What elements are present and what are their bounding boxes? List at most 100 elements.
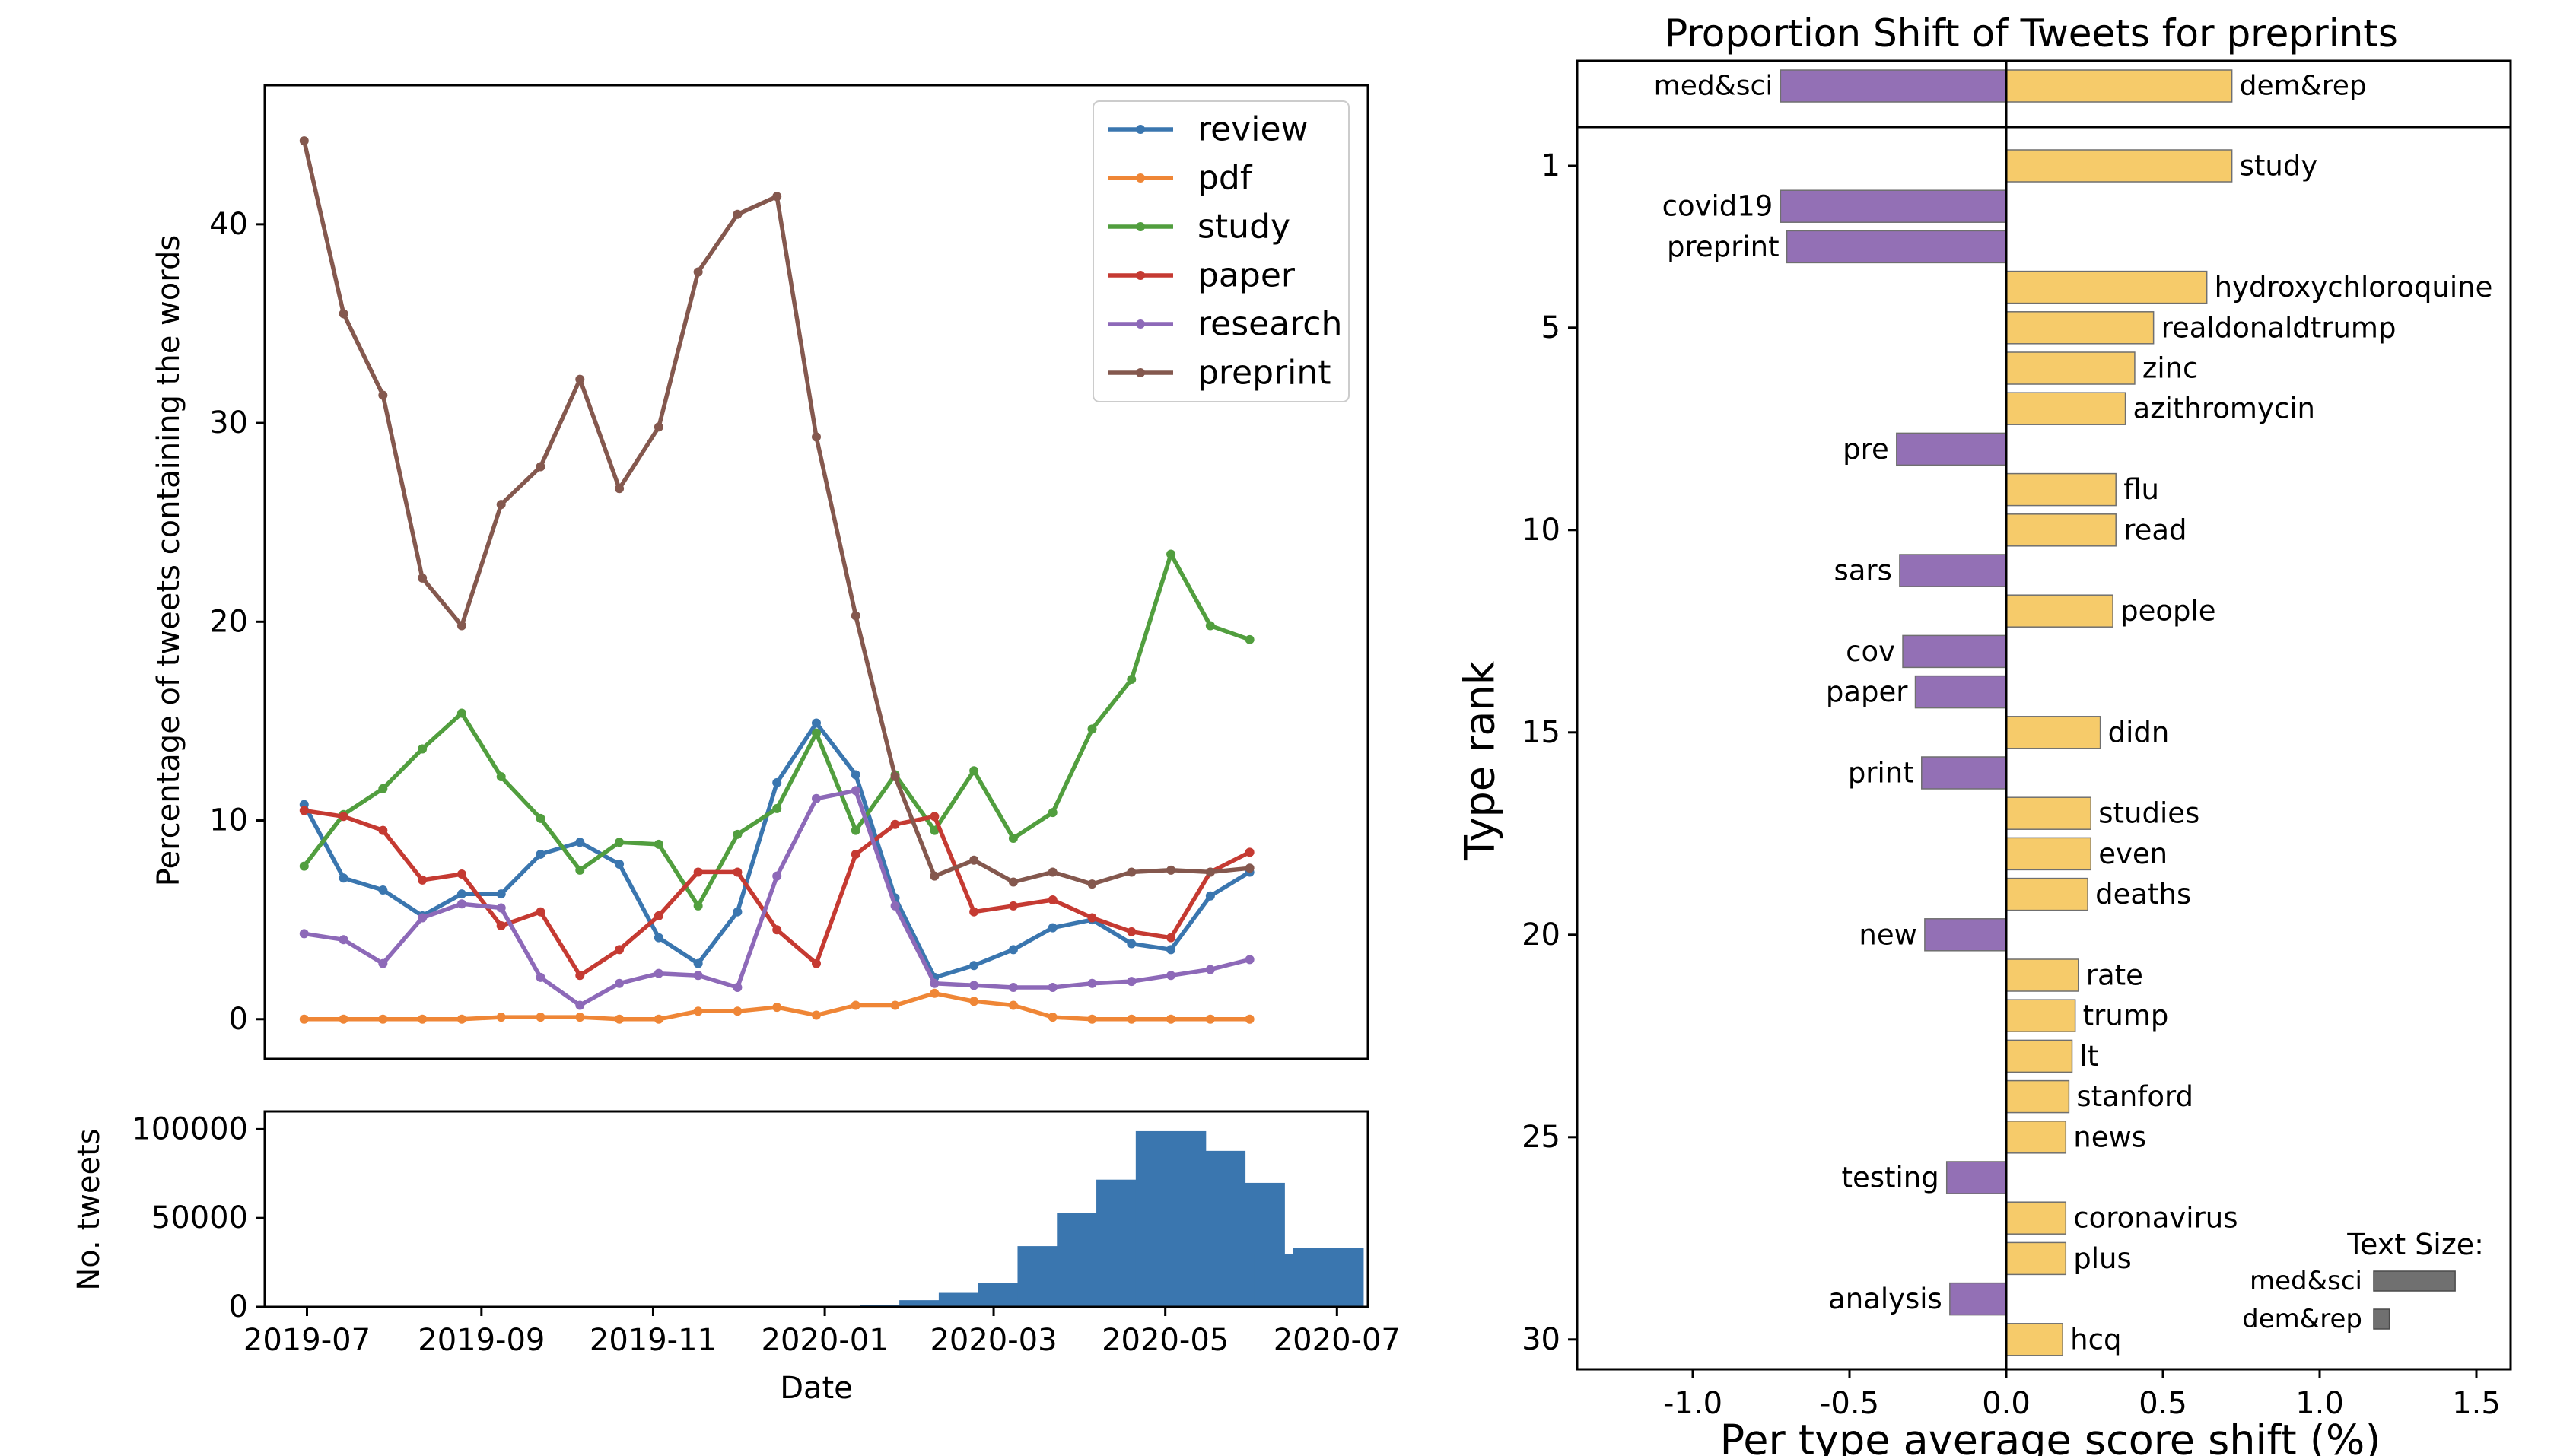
data-point-preprint	[456, 621, 466, 631]
data-point-pdf	[1048, 1013, 1058, 1022]
data-point-review	[456, 889, 466, 899]
bar-label-study: study	[2240, 150, 2318, 183]
data-point-study	[693, 901, 703, 911]
data-point-paper	[772, 925, 782, 935]
shift-bar-print	[1921, 756, 2007, 790]
data-point-review	[1127, 939, 1137, 949]
line-plot-frame	[263, 84, 1369, 1060]
data-point-preprint	[496, 500, 506, 510]
text-size-label-med&sci: med&sci	[2250, 1266, 2362, 1296]
shift-bar-zinc	[2005, 351, 2136, 385]
y-tick-label: 10	[209, 803, 248, 838]
bar-label-lt: lt	[2080, 1040, 2099, 1073]
data-point-study	[1127, 675, 1137, 685]
data-point-pdf	[693, 1006, 703, 1016]
bar-label-preprint: preprint	[1667, 230, 1780, 263]
y-tick-label: 100000	[132, 1111, 248, 1146]
data-point-paper	[378, 825, 388, 835]
data-point-preprint	[930, 871, 940, 881]
bar-label-covid19: covid19	[1662, 190, 1773, 223]
shift-bar-analysis	[1949, 1282, 2007, 1316]
data-point-research	[1205, 965, 1215, 974]
x-tick-label: 2020-05	[1102, 1323, 1229, 1358]
data-point-paper	[456, 869, 466, 879]
text-size-bar-med&sci	[2373, 1270, 2456, 1292]
data-point-study	[299, 861, 309, 871]
data-point-review	[851, 770, 860, 780]
x-axis-label: Date	[780, 1371, 853, 1406]
data-point-research	[615, 978, 625, 988]
text-size-label-dem&rep: dem&rep	[2242, 1304, 2362, 1334]
data-point-study	[575, 865, 585, 875]
data-point-pdf	[812, 1010, 821, 1020]
data-point-pdf	[851, 1000, 860, 1010]
data-point-pdf	[575, 1013, 585, 1022]
bar-label-pre: pre	[1843, 433, 1889, 466]
y-tick-label: 0	[229, 1289, 248, 1324]
data-point-research	[890, 901, 900, 911]
shift-bar-people	[2005, 594, 2113, 628]
bar-label-stanford: stanford	[2076, 1080, 2193, 1113]
data-point-research	[575, 1000, 585, 1010]
legend-label-paper: paper	[1197, 256, 1296, 295]
data-point-paper	[1245, 847, 1255, 857]
data-point-review	[536, 849, 545, 859]
legend-label-research: research	[1197, 305, 1342, 344]
data-point-pdf	[890, 1000, 900, 1010]
data-point-paper	[733, 867, 743, 877]
data-point-study	[1245, 634, 1255, 644]
data-point-pdf	[615, 1014, 625, 1024]
data-point-research	[1048, 982, 1058, 992]
shift-bar-studies	[2005, 796, 2091, 830]
tweet-count-bar	[1293, 1248, 1364, 1307]
legend-label-review: review	[1197, 110, 1309, 149]
tweet-count-bar	[899, 1300, 970, 1307]
shift-bar-news	[2005, 1121, 2067, 1154]
data-point-preprint	[812, 432, 821, 442]
data-point-paper	[339, 812, 348, 822]
series-line-research	[304, 788, 1251, 1008]
data-point-study	[1048, 808, 1058, 818]
bar-label-news: news	[2073, 1121, 2146, 1153]
x-tick-label: 2019-07	[243, 1323, 371, 1358]
shift-bar-didn	[2005, 716, 2101, 749]
x-tick-label: 2019-09	[418, 1323, 545, 1358]
rank-tick-label: 10	[1522, 513, 1560, 548]
data-point-pdf	[1127, 1014, 1137, 1024]
data-point-review	[615, 860, 625, 869]
bar-label-new: new	[1859, 918, 1916, 951]
series-line-paper	[304, 808, 1251, 978]
data-point-study	[1008, 834, 1018, 844]
data-point-review	[1166, 945, 1176, 955]
legend-marker-preprint	[1136, 368, 1145, 377]
shift-x-tick-label: 0.0	[1982, 1386, 2031, 1421]
legend-marker-review	[1136, 125, 1145, 134]
data-point-research	[693, 971, 703, 981]
data-point-preprint	[378, 390, 388, 400]
data-point-research	[654, 968, 663, 978]
data-point-review	[772, 777, 782, 787]
data-point-study	[418, 744, 428, 754]
shift-y-axis-label: Type rank	[1456, 660, 1504, 861]
shift-x-tick-label: -1.0	[1663, 1386, 1722, 1421]
legend-marker-research	[1136, 319, 1145, 329]
data-point-study	[851, 825, 860, 835]
data-point-review	[693, 958, 703, 968]
data-point-paper	[536, 907, 545, 917]
data-point-review	[654, 933, 663, 943]
data-point-review	[969, 961, 979, 971]
data-point-pdf	[1245, 1014, 1255, 1024]
data-point-review	[496, 889, 506, 899]
shift-bar-even	[2005, 837, 2091, 871]
data-point-study	[772, 803, 782, 813]
data-point-pdf	[930, 988, 940, 998]
data-point-preprint	[969, 855, 979, 865]
bar-label-azithromycin: azithromycin	[2133, 393, 2315, 425]
data-point-study	[812, 728, 821, 738]
bar-label-hydroxychloroquine: hydroxychloroquine	[2215, 271, 2493, 304]
shift-bar-flu	[2005, 472, 2117, 507]
bar-label-sars: sars	[1834, 555, 1891, 587]
data-point-preprint	[1008, 877, 1018, 887]
legend-label-study: study	[1197, 208, 1290, 246]
x-tick-label: 2020-01	[762, 1323, 889, 1358]
